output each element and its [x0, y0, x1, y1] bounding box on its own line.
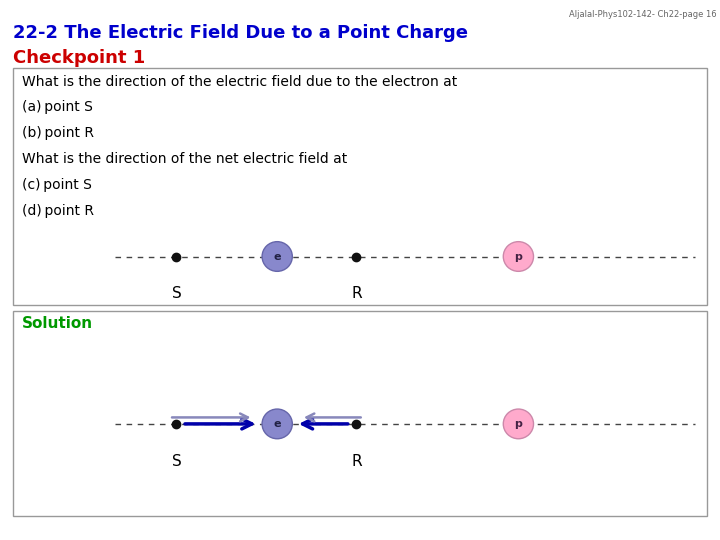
Text: 22-2 The Electric Field Due to a Point Charge: 22-2 The Electric Field Due to a Point C… [13, 24, 468, 42]
Text: S: S [171, 454, 181, 469]
Ellipse shape [262, 241, 292, 271]
Text: S: S [171, 286, 181, 301]
Text: (b) point R: (b) point R [22, 126, 94, 140]
Text: e: e [274, 419, 281, 429]
Text: Checkpoint 1: Checkpoint 1 [13, 49, 145, 66]
Text: (a) point S: (a) point S [22, 100, 92, 114]
Ellipse shape [503, 409, 534, 438]
Ellipse shape [262, 409, 292, 438]
Text: Aljalal-Phys102-142- Ch22-page 16: Aljalal-Phys102-142- Ch22-page 16 [569, 10, 716, 19]
Text: R: R [351, 454, 361, 469]
Text: What is the direction of the electric field due to the electron at: What is the direction of the electric fi… [22, 75, 457, 89]
Text: e: e [274, 252, 281, 261]
Ellipse shape [503, 241, 534, 271]
Text: What is the direction of the net electric field at: What is the direction of the net electri… [22, 152, 347, 166]
FancyBboxPatch shape [13, 310, 707, 516]
FancyBboxPatch shape [13, 68, 707, 305]
Text: (d) point R: (d) point R [22, 204, 94, 218]
Text: (c) point S: (c) point S [22, 178, 91, 192]
Text: p: p [515, 419, 522, 429]
Text: Solution: Solution [22, 316, 93, 331]
Text: p: p [515, 252, 522, 261]
Text: R: R [351, 286, 361, 301]
